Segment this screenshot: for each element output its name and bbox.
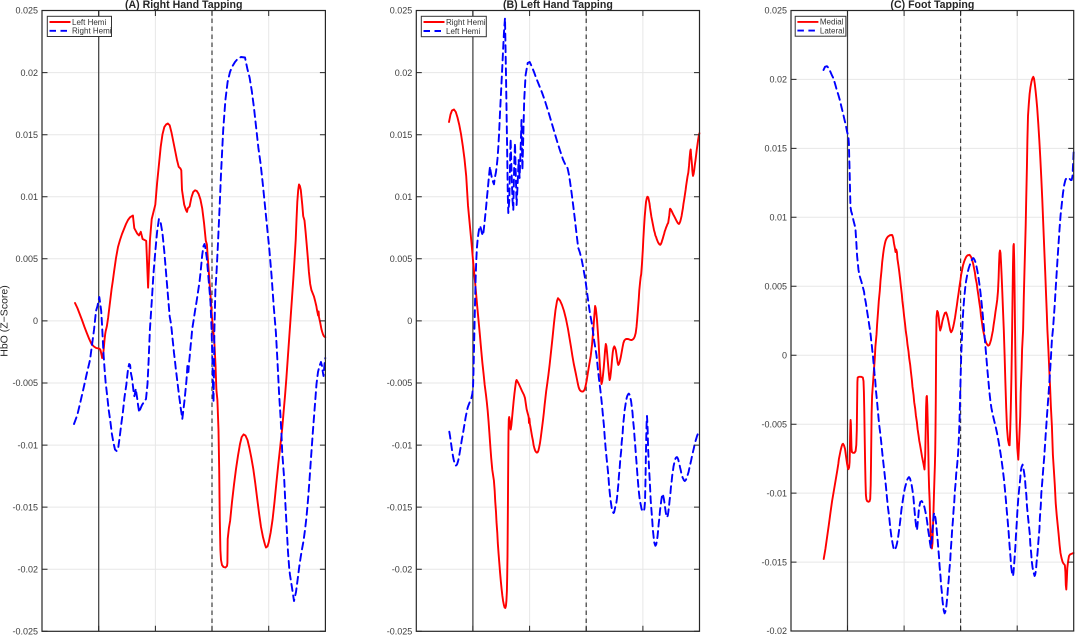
- svg-text:0.02: 0.02: [395, 68, 413, 78]
- svg-text:HbO (Z−Score): HbO (Z−Score): [0, 285, 10, 356]
- svg-text:-0.025: -0.025: [387, 627, 413, 637]
- svg-text:0.005: 0.005: [764, 282, 787, 292]
- svg-text:Medial: Medial: [820, 18, 844, 27]
- svg-text:0.025: 0.025: [390, 6, 413, 16]
- svg-text:-0.015: -0.015: [12, 502, 38, 512]
- svg-text:0.02: 0.02: [769, 75, 787, 85]
- svg-text:-0.005: -0.005: [387, 378, 413, 388]
- svg-text:0.025: 0.025: [764, 6, 787, 16]
- svg-text:-0.01: -0.01: [17, 440, 38, 450]
- svg-text:-0.015: -0.015: [761, 557, 787, 567]
- svg-text:Lateral: Lateral: [820, 26, 845, 35]
- svg-text:-0.005: -0.005: [761, 419, 787, 429]
- svg-text:(C) Foot Tapping: (C) Foot Tapping: [890, 0, 974, 11]
- svg-text:0.01: 0.01: [395, 192, 413, 202]
- svg-text:-0.005: -0.005: [12, 378, 38, 388]
- svg-text:0.01: 0.01: [769, 213, 787, 223]
- svg-text:(B) Left Hand Tapping: (B) Left Hand Tapping: [503, 0, 613, 11]
- svg-text:0.025: 0.025: [15, 6, 38, 16]
- svg-text:0.005: 0.005: [390, 254, 413, 264]
- svg-text:0: 0: [782, 350, 787, 360]
- svg-text:0.005: 0.005: [15, 254, 38, 264]
- svg-text:-0.02: -0.02: [17, 564, 38, 574]
- svg-text:Right Hemi: Right Hemi: [72, 27, 112, 36]
- svg-text:0: 0: [33, 316, 38, 326]
- svg-text:0.015: 0.015: [764, 144, 787, 154]
- svg-text:-0.015: -0.015: [387, 502, 413, 512]
- svg-text:0.015: 0.015: [15, 130, 38, 140]
- svg-text:Left Hemi: Left Hemi: [72, 18, 106, 27]
- svg-text:-0.01: -0.01: [766, 488, 787, 498]
- svg-text:Right Hemi: Right Hemi: [446, 18, 486, 27]
- svg-text:Left Hemi: Left Hemi: [446, 27, 480, 36]
- svg-text:-0.02: -0.02: [392, 564, 413, 574]
- svg-text:(A) Right Hand Tapping: (A) Right Hand Tapping: [125, 0, 243, 11]
- svg-text:-0.01: -0.01: [392, 440, 413, 450]
- svg-text:0.015: 0.015: [390, 130, 413, 140]
- svg-text:0.02: 0.02: [20, 68, 38, 78]
- svg-text:0: 0: [407, 316, 412, 326]
- svg-text:-0.025: -0.025: [12, 627, 38, 637]
- svg-text:-0.02: -0.02: [766, 626, 787, 636]
- svg-text:0.01: 0.01: [20, 192, 38, 202]
